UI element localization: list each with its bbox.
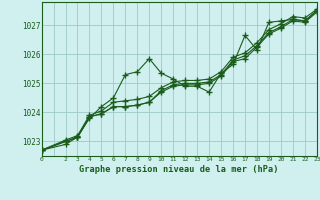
X-axis label: Graphe pression niveau de la mer (hPa): Graphe pression niveau de la mer (hPa)	[79, 165, 279, 174]
